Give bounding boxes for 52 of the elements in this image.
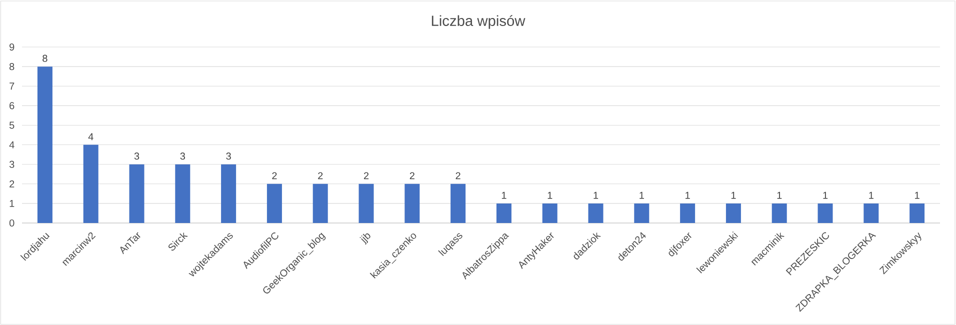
x-tick-label: jjb — [360, 233, 370, 245]
bar — [634, 203, 650, 223]
data-label: 2 — [318, 172, 323, 180]
data-label: 2 — [456, 172, 460, 180]
bar — [358, 184, 374, 223]
bar — [588, 203, 604, 223]
y-tick-label: 1 — [10, 200, 14, 207]
data-label: 3 — [180, 152, 185, 160]
chart-title: Liczba wpisów — [432, 15, 526, 29]
bar — [726, 203, 741, 223]
bar — [818, 203, 833, 223]
data-label: 2 — [410, 172, 414, 180]
y-tick-label: 8 — [10, 63, 14, 70]
y-tick-label: 3 — [9, 160, 14, 168]
data-label: 3 — [134, 152, 140, 160]
y-tick-label: 6 — [10, 102, 14, 110]
data-label: 2 — [364, 172, 369, 180]
data-label: 1 — [548, 192, 552, 199]
y-tick-label: 0 — [9, 219, 14, 227]
bar — [496, 203, 512, 223]
data-label: 1 — [502, 192, 506, 199]
bar — [542, 203, 558, 223]
bar — [83, 144, 98, 223]
bar — [680, 203, 696, 223]
data-label: 1 — [915, 192, 920, 199]
y-tick-label: 5 — [9, 122, 14, 129]
y-tick-label: 2 — [10, 180, 14, 188]
data-label: 2 — [272, 172, 277, 180]
bar — [37, 66, 52, 223]
data-label: 1 — [869, 192, 874, 199]
bar — [221, 164, 236, 223]
y-tick-label: 9 — [10, 43, 14, 51]
data-label: 3 — [226, 152, 231, 160]
data-label: 4 — [88, 133, 94, 140]
data-label: 1 — [823, 192, 828, 199]
data-label: 1 — [777, 192, 782, 199]
data-label: 1 — [731, 192, 736, 199]
bar — [772, 203, 787, 223]
data-label: 1 — [640, 192, 644, 199]
data-label: 1 — [686, 192, 690, 199]
bar — [129, 164, 144, 223]
bar — [450, 184, 466, 223]
bar — [910, 203, 925, 223]
bar — [312, 184, 328, 223]
bar — [404, 184, 420, 223]
bar — [864, 203, 879, 223]
data-label: 1 — [594, 192, 598, 199]
y-tick-label: 7 — [10, 82, 14, 90]
bar — [266, 184, 282, 223]
y-tick-label: 4 — [9, 141, 14, 148]
bar — [175, 164, 190, 223]
data-label: 8 — [42, 54, 48, 62]
